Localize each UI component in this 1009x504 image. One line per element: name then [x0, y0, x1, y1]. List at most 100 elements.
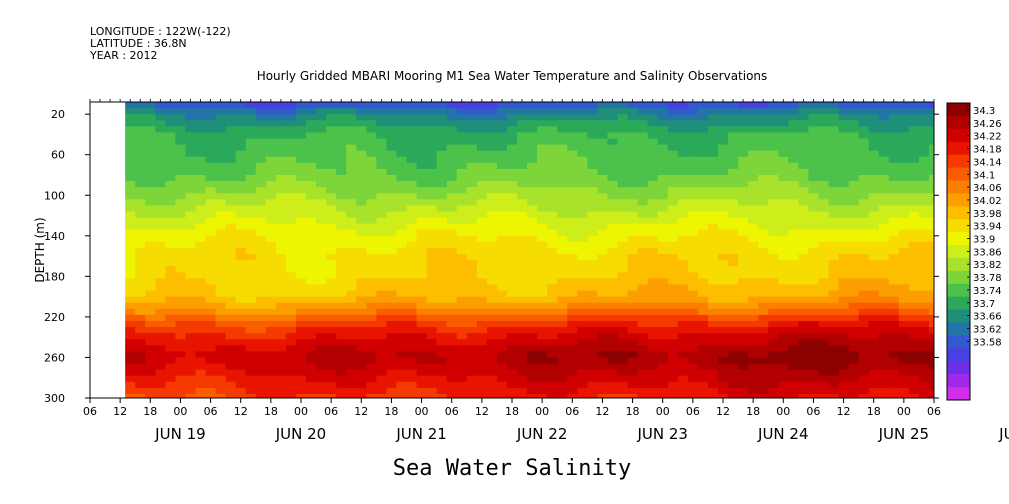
heatmap-cell [908, 126, 920, 134]
heatmap-cell [808, 181, 820, 188]
heatmap-cell [265, 235, 277, 243]
heatmap-cell [677, 108, 689, 115]
heatmap-cell [195, 302, 207, 310]
heatmap-cell [717, 126, 729, 134]
heatmap-cell [185, 205, 197, 213]
heatmap-cell [336, 187, 347, 194]
heatmap-cell [275, 241, 287, 249]
heatmap-cell [295, 235, 307, 243]
heatmap-cell [396, 229, 408, 237]
heatmap-cell [386, 174, 398, 182]
heatmap-cell [265, 150, 277, 158]
heatmap-cell [768, 369, 779, 377]
heatmap-cell [878, 211, 890, 219]
heatmap-cell [778, 296, 789, 304]
heatmap-cell [838, 387, 850, 395]
heatmap-cell [265, 162, 277, 170]
heatmap-cell [145, 345, 156, 352]
heatmap-cell [185, 302, 197, 310]
heatmap-cell [496, 120, 508, 127]
heatmap-cell [788, 290, 799, 298]
heatmap-cell [316, 314, 327, 322]
heatmap-cell [617, 375, 629, 383]
heatmap-cell [778, 363, 789, 371]
heatmap-cell [878, 290, 890, 298]
heatmap-cell [205, 162, 217, 170]
longitude-label: LONGITUDE : 122W(-122) [90, 25, 231, 38]
heatmap-cell [436, 205, 448, 213]
heatmap-cell [697, 357, 709, 365]
heatmap-cell [928, 138, 934, 146]
heatmap-cell [808, 302, 820, 310]
heatmap-cell [416, 290, 428, 298]
heatmap-cell [768, 132, 779, 140]
heatmap-cell [245, 254, 257, 261]
heatmap-cell [135, 357, 146, 365]
heatmap-cell [446, 345, 458, 352]
heatmap-cell [637, 266, 649, 273]
heatmap-cell [657, 102, 669, 109]
heatmap-cell [386, 132, 398, 140]
heatmap-cell [717, 138, 729, 146]
heatmap-cell [416, 150, 428, 158]
heatmap-cell [406, 278, 418, 286]
heatmap-cell [657, 114, 669, 121]
heatmap-cell [577, 223, 588, 231]
heatmap-cell [597, 296, 609, 304]
heatmap-cell [476, 126, 488, 134]
heatmap-cell [366, 375, 377, 383]
colorbar-label: 33.98 [973, 209, 1002, 220]
x-tick-label: 06 [83, 405, 97, 418]
heatmap-cell [828, 345, 840, 352]
heatmap-cell [928, 254, 934, 261]
heatmap-cell [748, 102, 759, 109]
heatmap-cell [818, 162, 830, 170]
heatmap-cell [125, 333, 136, 340]
heatmap-cell [617, 387, 629, 395]
heatmap-cell [135, 126, 146, 134]
heatmap-cell [788, 174, 799, 182]
heatmap-cell [838, 272, 850, 279]
heatmap-cell [476, 327, 488, 334]
heatmap-cell [306, 181, 317, 188]
heatmap-cell [908, 162, 920, 170]
heatmap-cell [748, 345, 759, 352]
heatmap-cell [848, 193, 860, 200]
heatmap-cell [275, 296, 287, 304]
heatmap-cell [677, 339, 689, 346]
heatmap-cell [798, 168, 810, 176]
heatmap-cell [125, 284, 136, 292]
heatmap-cell [446, 229, 458, 237]
heatmap-cell [808, 235, 820, 243]
heatmap-cell [537, 114, 548, 121]
heatmap-cell [125, 211, 136, 219]
heatmap-cell [908, 393, 920, 398]
heatmap-cell [125, 272, 136, 279]
heatmap-cell [657, 217, 669, 225]
heatmap-cell [265, 327, 277, 334]
heatmap-cell [225, 363, 237, 371]
heatmap-cell [918, 193, 930, 200]
heatmap-cell [275, 254, 287, 261]
heatmap-cell [205, 351, 217, 359]
heatmap-cell [527, 162, 538, 170]
heatmap-cell [466, 205, 478, 213]
heatmap-cell [778, 108, 789, 115]
heatmap-cell [426, 260, 438, 267]
heatmap-cell [476, 108, 488, 115]
heatmap-cell [285, 120, 297, 127]
heatmap-cell [155, 387, 166, 395]
colorbar-label: 33.9 [973, 235, 995, 246]
heatmap-cell [165, 393, 177, 398]
heatmap-cell [878, 345, 890, 352]
heatmap-cell [255, 138, 267, 146]
heatmap-cell [758, 290, 769, 298]
heatmap-cell [547, 363, 558, 371]
heatmap-cell [617, 199, 629, 206]
heatmap-cell [466, 168, 478, 176]
heatmap-cell [848, 132, 860, 140]
heatmap-cell [778, 247, 789, 255]
heatmap-cell [456, 320, 468, 328]
heatmap-cell [215, 375, 227, 383]
heatmap-cell [215, 193, 227, 200]
